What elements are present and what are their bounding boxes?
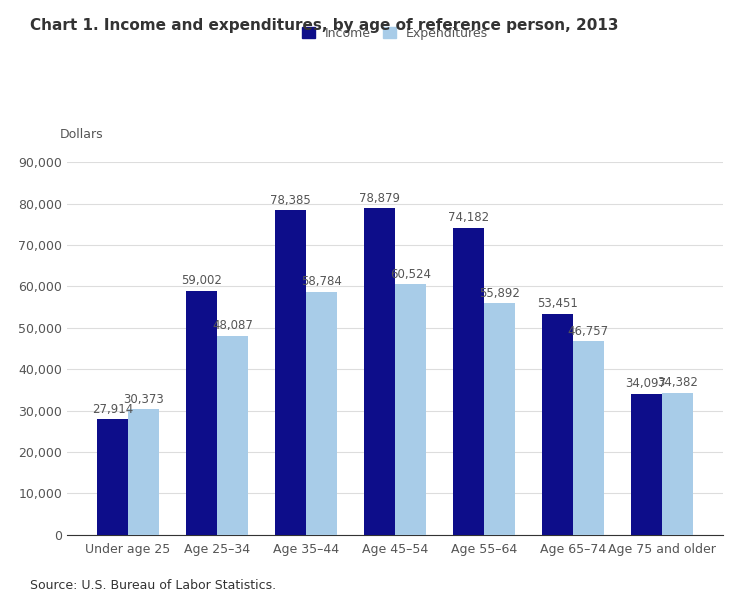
Bar [395,284,426,535]
Bar [186,291,217,535]
Text: 55,892: 55,892 [479,287,520,300]
Bar [662,392,693,535]
Text: 48,087: 48,087 [212,320,253,332]
Text: 74,182: 74,182 [448,212,489,224]
Text: Chart 1. Income and expenditures, by age of reference person, 2013: Chart 1. Income and expenditures, by age… [30,18,618,33]
Bar [484,304,515,535]
Legend: Income, Expenditures: Income, Expenditures [302,27,488,40]
Bar [275,210,306,535]
Text: 78,879: 78,879 [359,192,400,205]
Bar [573,341,604,535]
Text: Source: U.S. Bureau of Labor Statistics.: Source: U.S. Bureau of Labor Statistics. [30,579,276,592]
Text: 34,382: 34,382 [657,376,698,389]
Bar [364,209,395,535]
Text: 58,784: 58,784 [301,275,342,288]
Bar [306,291,337,535]
Text: 46,757: 46,757 [568,325,609,338]
Text: 53,451: 53,451 [536,297,577,310]
Text: 30,373: 30,373 [123,393,164,406]
Text: 60,524: 60,524 [390,268,431,281]
Text: 78,385: 78,385 [270,194,311,207]
Bar [453,228,484,535]
Text: 34,097: 34,097 [626,377,667,391]
Bar [542,314,573,535]
Text: Dollars: Dollars [60,128,104,141]
Text: 27,914: 27,914 [92,403,133,416]
Bar [128,409,159,535]
Text: 59,002: 59,002 [181,274,222,287]
Bar [97,419,128,535]
Bar [217,336,248,535]
Bar [630,394,662,535]
